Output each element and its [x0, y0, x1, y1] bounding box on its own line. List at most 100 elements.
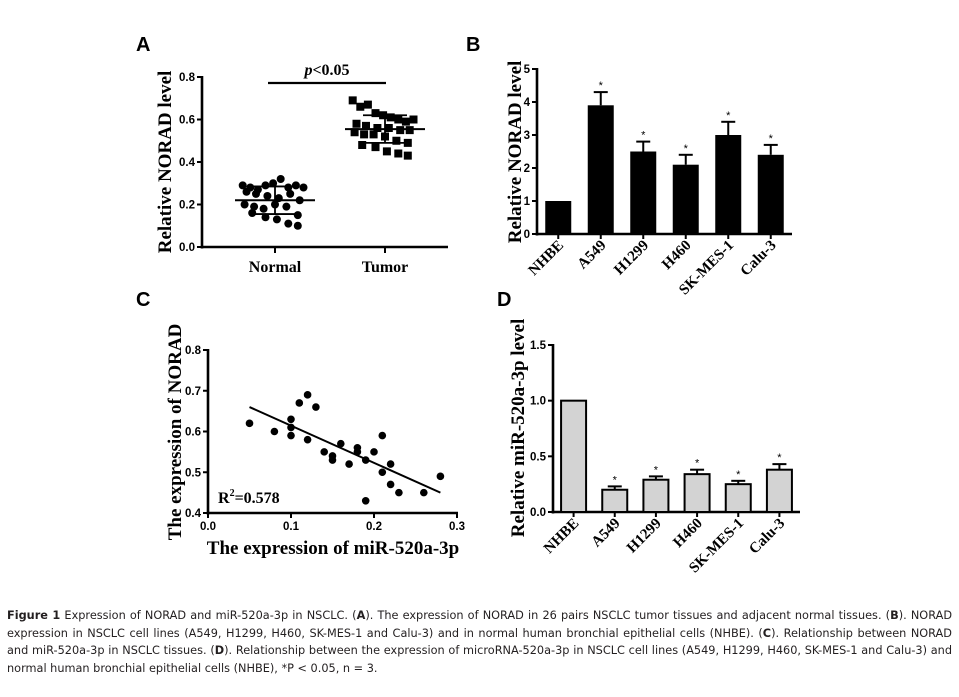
p-threshold: <0.05: [312, 62, 349, 79]
panel-b-significance-star: *: [769, 133, 774, 145]
panel-c-marks: [245, 391, 445, 505]
significance-annotation: p<0.05: [302, 62, 349, 79]
panel-a-point-normal: [299, 183, 308, 192]
caption-intro: Expression of NORAD and miR-520a-3p in N…: [60, 609, 357, 622]
panel-c-point: [303, 435, 312, 444]
panel-b-y-tick-label: 1: [524, 196, 531, 208]
panel-d-significance-star: *: [736, 469, 741, 481]
r-squared-superscript: 2: [230, 488, 235, 499]
panel-b-y-tick-label: 4: [524, 97, 531, 109]
panel-c-y-tick-label: 0.4: [185, 508, 202, 520]
panel-a-y-tick-label: 0.2: [179, 200, 195, 212]
panel-d-y-tick-label: 1.5: [530, 340, 547, 352]
panel-label-d: D: [497, 289, 511, 311]
panel-a-y-axis-title: Relative NORAD level: [155, 71, 176, 254]
panel-d-bar: [765, 468, 793, 513]
figure: A Relative NORAD level 0.0 0.2 0.4 0.6 0.8 No…: [136, 34, 800, 576]
panel-c-point: [378, 431, 387, 440]
panel-a-point-tumor: [405, 126, 414, 135]
panel-a-point-tumor: [384, 124, 393, 132]
panel-d-significance-star: *: [654, 464, 659, 476]
panel-c-point: [436, 472, 445, 481]
panel-a-point-normal: [291, 181, 300, 190]
panel-c-point: [386, 460, 395, 468]
panel-a-point-normal: [261, 213, 270, 222]
panel-c-point: [395, 488, 403, 497]
caption-text-a: ). The expression of NORAD in 26 pairs N…: [365, 609, 891, 622]
panel-b-x-tick-label: A549: [575, 238, 610, 273]
panel-c-point: [320, 448, 329, 456]
panel-b-x-tick-label: H1299: [611, 238, 652, 279]
panel-a-point-tumor: [396, 126, 405, 135]
panel-a-point-normal: [261, 181, 270, 190]
panel-a-x-tick-label: Normal: [249, 259, 302, 276]
panel-b-y-axis-title: Relative NORAD level: [505, 61, 526, 244]
panel-a-point-normal: [250, 202, 259, 211]
panel-a-point-normal: [293, 221, 302, 230]
panel-c-y-tick-label: 0.7: [185, 386, 201, 398]
panel-d-significance-star: *: [777, 452, 782, 464]
panel-a-marks: p<0.05: [235, 62, 425, 230]
panel-a-point-normal: [252, 189, 260, 198]
caption-ref-a: A: [356, 609, 366, 622]
panel-c-point: [287, 415, 295, 424]
panel-b-y-tick-label: 3: [524, 130, 530, 142]
panel-b-x-tick-label: H460: [659, 238, 694, 273]
panel-a-point-normal: [240, 200, 249, 209]
panel-d-y-tick-label: 0.0: [530, 507, 546, 519]
panel-d-bar: [601, 488, 629, 514]
panel-a-point-tumor: [369, 130, 378, 139]
panel-a-point-normal: [242, 187, 251, 196]
panel-label-a: A: [136, 34, 150, 56]
panel-c-y-tick-label: 0.8: [185, 345, 202, 357]
panel-c-point: [337, 439, 345, 448]
panel-a-point-tumor: [394, 115, 403, 124]
panel-c-point: [295, 399, 304, 407]
panel-a-point-tumor: [392, 136, 401, 145]
panel-a-point-normal: [238, 181, 247, 190]
panel-c-point: [361, 496, 370, 505]
panel-c-point: [386, 480, 395, 489]
panel-a-point-tumor: [371, 109, 380, 118]
caption-text-b: ). NORAD expression in NSCLC cell lines …: [7, 609, 953, 640]
panel-b-y-tick-label: 5: [524, 64, 531, 76]
panel-a-point-tumor: [394, 149, 403, 158]
panel-a-point-tumor: [348, 96, 357, 105]
panel-a-point-normal: [269, 179, 278, 188]
panel-d-x-tick-label: NHBE: [541, 516, 582, 557]
panel-b-significance-star: *: [641, 130, 646, 142]
caption-label: Figure 1: [7, 609, 61, 622]
panel-a-point-tumor: [360, 130, 369, 139]
panel-a-point-tumor: [352, 119, 361, 128]
r-squared-annotation: R2=0.578: [218, 488, 280, 507]
panel-c-point: [378, 468, 387, 477]
r-squared-base: R: [218, 490, 230, 507]
panel-a-axes: 0.0 0.2 0.4 0.6 0.8 Normal Tumor: [179, 72, 448, 276]
caption-ref-c: C: [762, 626, 772, 640]
panel-a-point-normal: [284, 219, 293, 228]
panel-d-x-tick-label: H1299: [624, 516, 665, 557]
panel-c-point: [245, 419, 254, 428]
caption-text-d: ). Relationship between the expression o…: [7, 644, 952, 675]
panel-a-point-tumor: [371, 143, 380, 152]
panel-b-marks: * * * * *: [545, 80, 784, 234]
panel-b-bar: [545, 201, 572, 234]
panel-b-x-tick-label: NHBE: [526, 238, 567, 279]
panel-b: B Relative NORAD level 0 1 2 3 4 5 NHBE A549 H12…: [466, 34, 792, 298]
panel-b-bar: [672, 164, 699, 234]
panel-c-point: [312, 403, 320, 411]
panel-label-b: B: [466, 34, 480, 56]
panel-a-y-tick-label: 0.0: [179, 242, 195, 254]
panel-c-point: [328, 456, 337, 464]
panel-a-point-tumor: [401, 117, 410, 126]
panel-d-marks: * * * * *: [560, 399, 793, 514]
panel-a-point-tumor: [382, 147, 391, 156]
panel-c-x-tick-label: 0.3: [449, 521, 465, 533]
panel-a-y-tick-label: 0.4: [179, 157, 196, 169]
panel-a-x-tick-label: Tumor: [362, 259, 409, 276]
panel-b-x-tick-label: Calu-3: [738, 238, 780, 280]
panel-b-bar: [715, 135, 742, 234]
panel-a-point-tumor: [356, 102, 365, 111]
panel-b-y-tick-label: 2: [524, 163, 530, 175]
